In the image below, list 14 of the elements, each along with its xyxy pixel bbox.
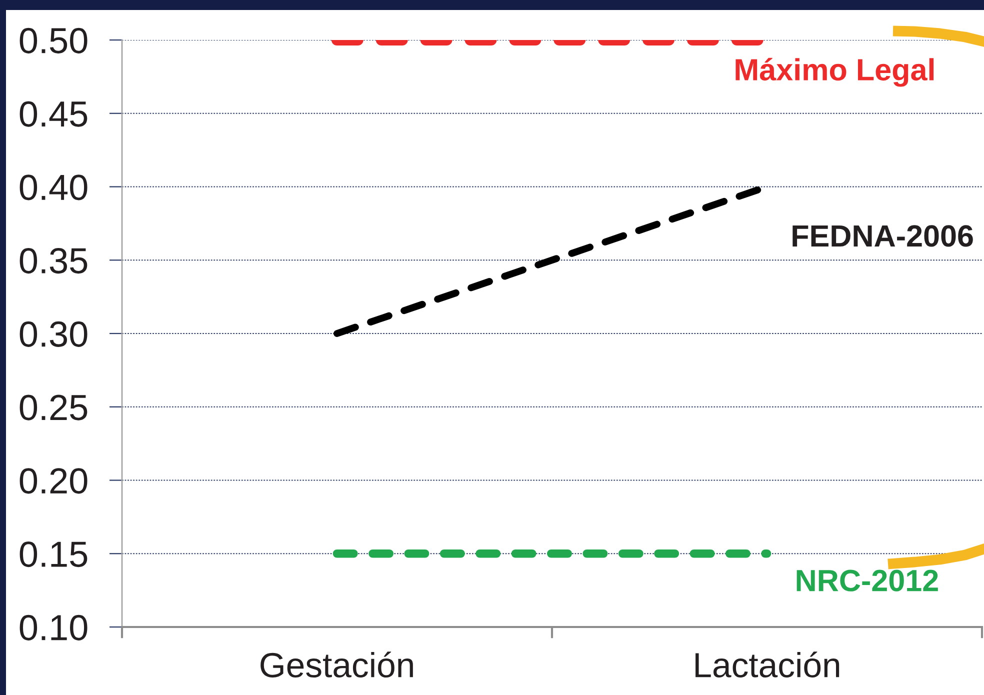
y-tick-label: 0.40 — [20, 174, 88, 200]
y-tick-label: 0.50 — [20, 28, 88, 54]
y-tick-label: 0.10 — [20, 614, 88, 640]
y-tick-label: 0.45 — [20, 101, 88, 127]
y-tick-label: 0.15 — [20, 541, 88, 568]
y-tick-label: 0.30 — [20, 321, 88, 347]
y-tick-label: 0.25 — [20, 394, 88, 420]
series-label: NRC-2012 — [796, 570, 938, 592]
series-label: Máximo Legal — [736, 58, 934, 87]
y-tick-label: 0.20 — [20, 468, 88, 494]
x-tick-label: Lactación — [696, 652, 840, 678]
series-label: FEDNA-2006 — [792, 225, 973, 247]
y-tick-label: 0.35 — [20, 248, 88, 274]
x-tick-label: Gestación — [260, 652, 413, 678]
